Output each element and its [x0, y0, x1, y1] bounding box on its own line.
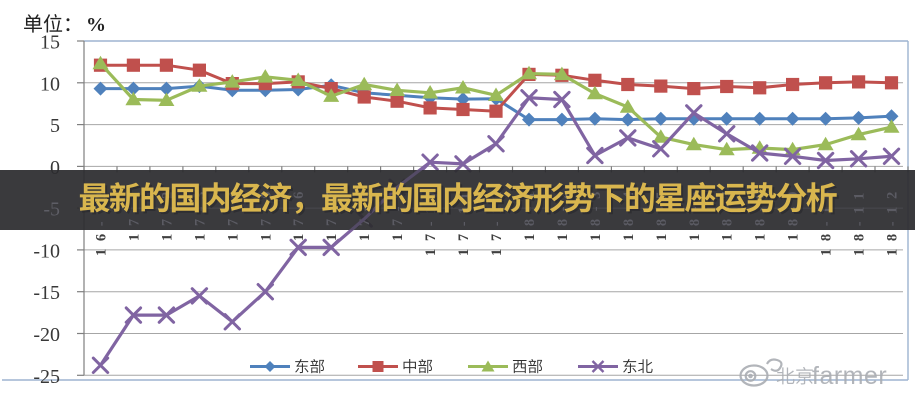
svg-text:0: 0 — [50, 157, 60, 179]
svg-text:18-12: 18-12 — [885, 184, 901, 256]
svg-text:15: 15 — [40, 32, 60, 54]
svg-text:5: 5 — [50, 115, 60, 137]
svg-text:%: % — [86, 14, 106, 36]
svg-text:-25: -25 — [33, 366, 60, 388]
svg-text:farmer: farmer — [812, 362, 887, 390]
svg-text:-10: -10 — [33, 240, 60, 262]
svg-text:-15: -15 — [33, 282, 60, 304]
svg-text:-5: -5 — [43, 199, 60, 221]
svg-text:10: 10 — [40, 73, 60, 95]
svg-text:18-11: 18-11 — [852, 185, 868, 256]
svg-text:-20: -20 — [33, 324, 60, 346]
